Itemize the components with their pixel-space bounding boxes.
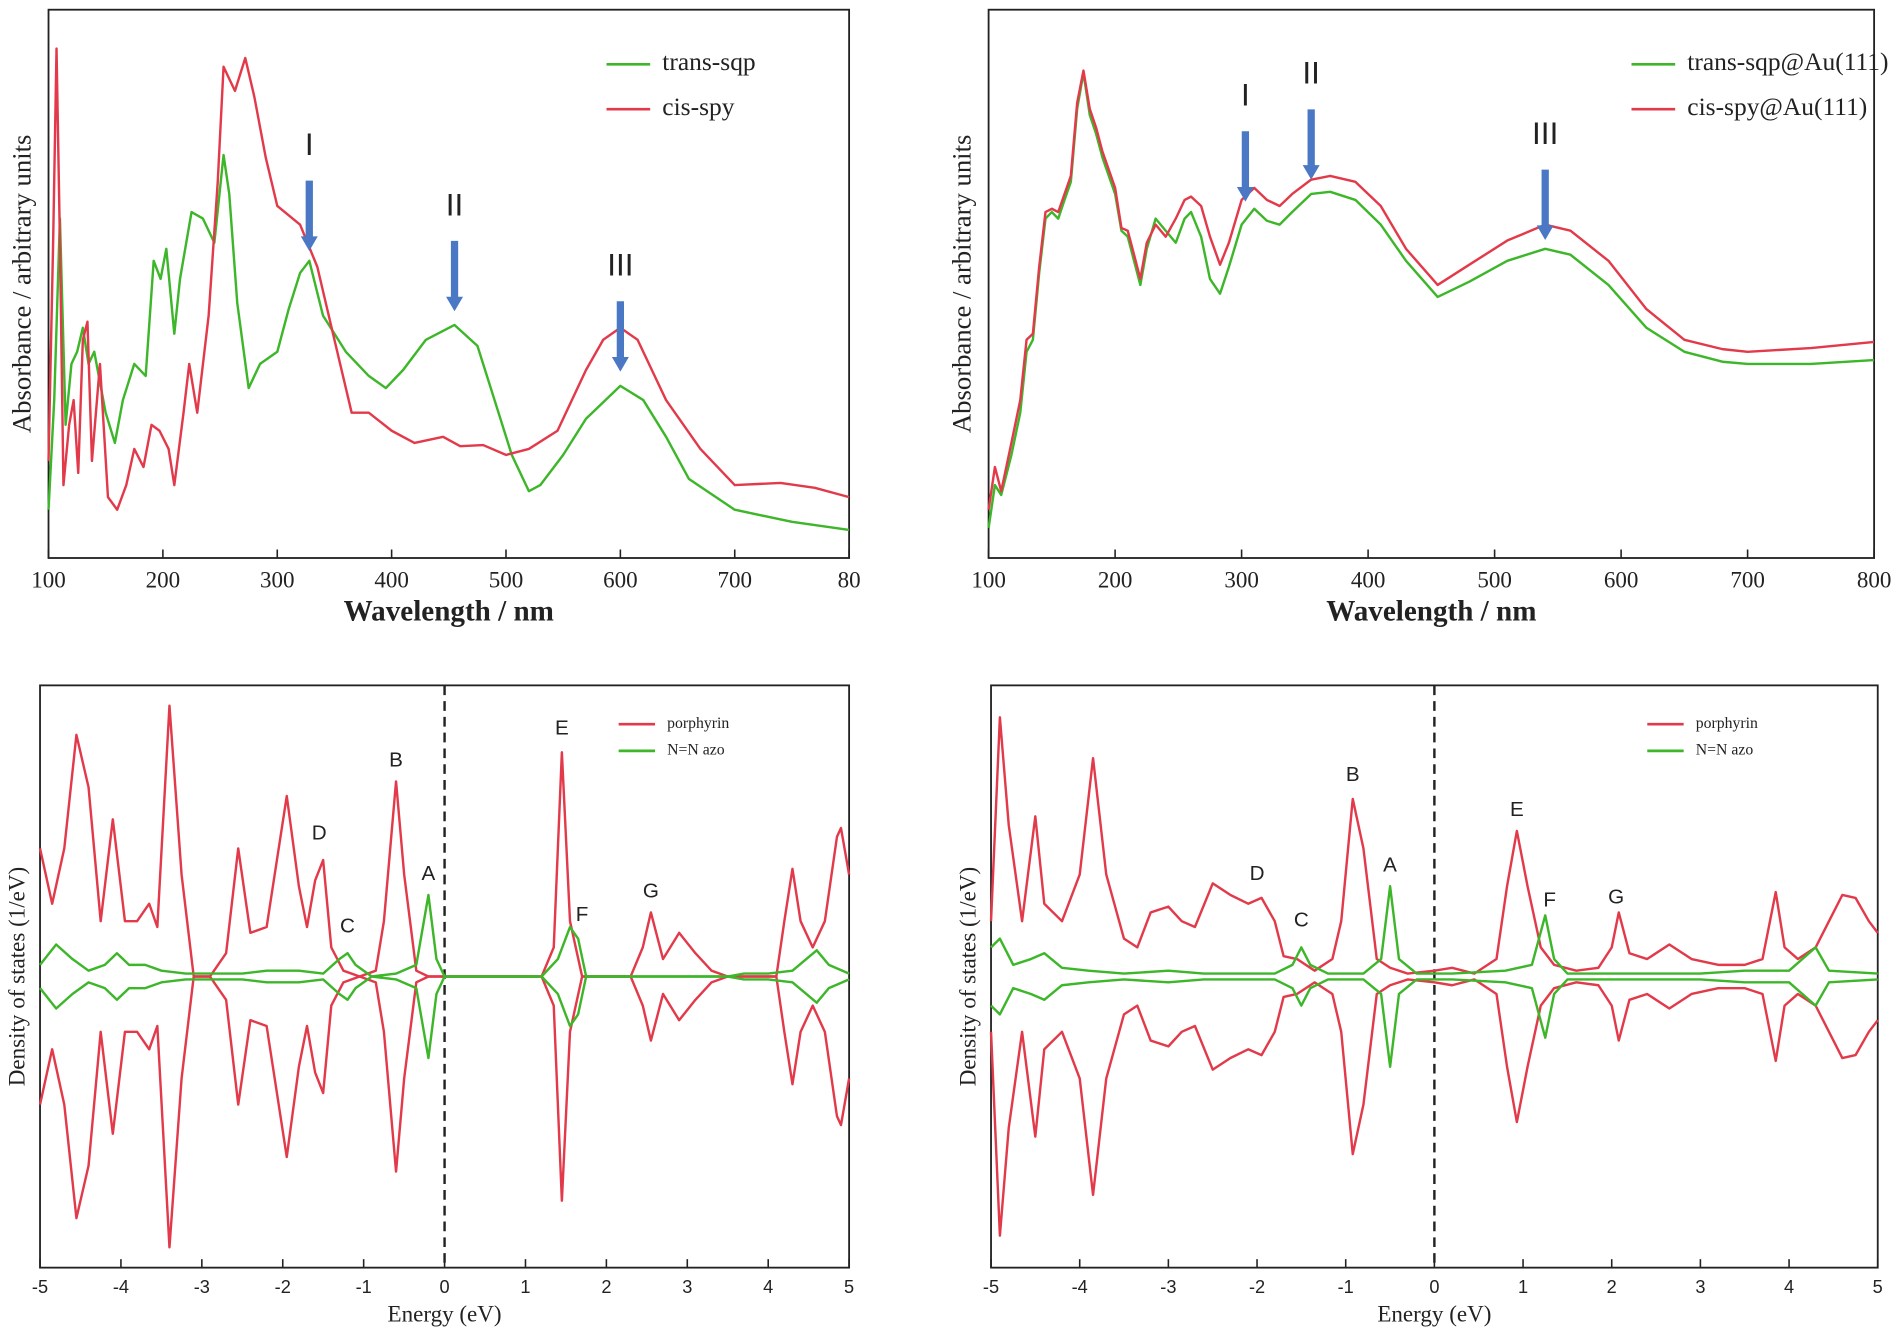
- x-tick-label: -5: [983, 1277, 999, 1297]
- peak-label: I: [305, 126, 314, 162]
- x-tick-label: 700: [1730, 567, 1765, 593]
- x-tick-label: 500: [489, 567, 524, 593]
- arrow-head: [611, 357, 629, 372]
- x-axis-label: Wavelength / nm: [1326, 595, 1536, 627]
- legend-label: trans-sqp: [662, 47, 755, 76]
- arrow-head: [1536, 225, 1554, 240]
- x-tick-label: 1: [520, 1277, 530, 1297]
- legend-label: trans-sqp@Au(111): [1687, 47, 1888, 76]
- x-tick-label: 5: [1873, 1277, 1883, 1297]
- x-tick-label: 0: [1429, 1277, 1439, 1297]
- x-tick-label: 100: [31, 567, 66, 593]
- x-tick-label: -5: [32, 1277, 48, 1297]
- x-tick-label: 5: [844, 1277, 854, 1297]
- x-tick-label: 2: [1607, 1277, 1617, 1297]
- x-tick-label: 200: [146, 567, 181, 593]
- peak-label: F: [576, 903, 589, 926]
- panel: 100 200 300 400 500 600 700 800 Wavelength / nm A…: [946, 8, 1892, 627]
- x-tick-label: -4: [1072, 1277, 1088, 1297]
- spectrum-line: [987, 69, 1875, 510]
- dos-line: [989, 716, 1879, 975]
- x-tick-label: -2: [1249, 1277, 1265, 1297]
- x-tick-label: -2: [275, 1277, 291, 1297]
- peak-label: B: [1346, 763, 1360, 786]
- x-axis-label: Energy (eV): [1377, 1300, 1491, 1326]
- x-tick-label: 3: [682, 1277, 692, 1297]
- dos-line: [990, 885, 1878, 975]
- x-axis-label: Energy (eV): [388, 1300, 502, 1326]
- x-tick-label: 100: [971, 567, 1006, 593]
- peak-label: C: [340, 914, 355, 937]
- peak-label: B: [389, 749, 403, 772]
- x-tick-label: -4: [113, 1277, 129, 1297]
- x-tick-label: 500: [1477, 567, 1512, 593]
- x-tick-label: 4: [1784, 1277, 1794, 1297]
- legend-label: cis-spy: [662, 92, 734, 121]
- x-tick-label: 1: [1518, 1277, 1528, 1297]
- x-tick-label: -3: [1160, 1277, 1176, 1297]
- spectrum-line: [47, 47, 850, 511]
- peak-label: D: [312, 821, 327, 844]
- peak-label: D: [1250, 862, 1265, 885]
- x-tick-label: -1: [1338, 1277, 1354, 1297]
- x-tick-label: 200: [1098, 567, 1133, 593]
- peak-label: A: [422, 862, 436, 885]
- panel: -5 -4 -3 -2 -1 0 1 2 3 4 5 Energy (eV) Density of st…: [955, 684, 1883, 1326]
- peak-label: E: [555, 716, 569, 739]
- peak-label: A: [1383, 853, 1397, 876]
- peak-label: III: [1532, 115, 1558, 151]
- arrow-head: [1302, 165, 1320, 180]
- peak-label: G: [643, 880, 659, 903]
- peak-label: I: [1241, 77, 1250, 113]
- legend-label: porphyrin: [667, 715, 729, 732]
- peak-label: III: [607, 247, 633, 283]
- panel: -5 -4 -3 -2 -1 0 1 2 3 4 5 Energy (eV) Density of st…: [4, 684, 854, 1326]
- x-tick-label: 800: [1857, 567, 1892, 593]
- arrow-head: [446, 296, 464, 312]
- x-tick-label: 0: [440, 1277, 450, 1297]
- legend-label: cis-spy@Au(111): [1687, 92, 1867, 121]
- dos-line: [989, 978, 1879, 1237]
- x-tick-label: 4: [763, 1277, 773, 1297]
- peak-label: E: [1510, 798, 1524, 821]
- y-axis-label: Density of states (1/eV): [4, 867, 30, 1086]
- plot-frame: [47, 8, 851, 559]
- peak-label: C: [1294, 909, 1309, 932]
- x-tick-label: -3: [194, 1277, 210, 1297]
- x-tick-label: 400: [374, 567, 409, 593]
- x-tick-label: 300: [1224, 567, 1259, 593]
- x-axis-label: Wavelength / nm: [344, 595, 554, 627]
- dos-line: [38, 704, 851, 978]
- arrow-head: [1236, 187, 1254, 202]
- x-tick-label: 3: [1695, 1277, 1705, 1297]
- x-tick-label: -1: [356, 1277, 372, 1297]
- y-axis-label: Absorbance / arbitrary units: [6, 135, 36, 433]
- peak-label: G: [1608, 885, 1624, 908]
- dos-line: [39, 975, 850, 1060]
- x-tick-label: 400: [1351, 567, 1386, 593]
- y-axis-label: Density of states (1/eV): [955, 867, 981, 1086]
- y-axis-label: Absorbance / arbitrary units: [946, 135, 976, 433]
- peak-label: F: [1543, 888, 1556, 911]
- plot-frame: [987, 8, 1876, 559]
- legend-label: N=N azo: [667, 741, 725, 758]
- dos-line: [990, 978, 1878, 1068]
- arrow-head: [300, 236, 318, 251]
- spectrum-line: [987, 71, 1875, 528]
- x-tick-label: 700: [717, 567, 752, 593]
- x-tick-label: 600: [1604, 567, 1639, 593]
- legend-label: N=N azo: [1696, 741, 1754, 758]
- peak-label: II: [446, 186, 464, 222]
- x-tick-label: 300: [260, 567, 295, 593]
- legend-label: porphyrin: [1696, 715, 1758, 732]
- panel: 100 200 300 400 500 600 700 80 Wavelength / nm Ab…: [6, 8, 861, 627]
- x-tick-label: 600: [603, 567, 638, 593]
- x-tick-label: 2: [601, 1277, 611, 1297]
- x-tick-label: 80: [838, 567, 861, 593]
- peak-label: II: [1302, 55, 1320, 91]
